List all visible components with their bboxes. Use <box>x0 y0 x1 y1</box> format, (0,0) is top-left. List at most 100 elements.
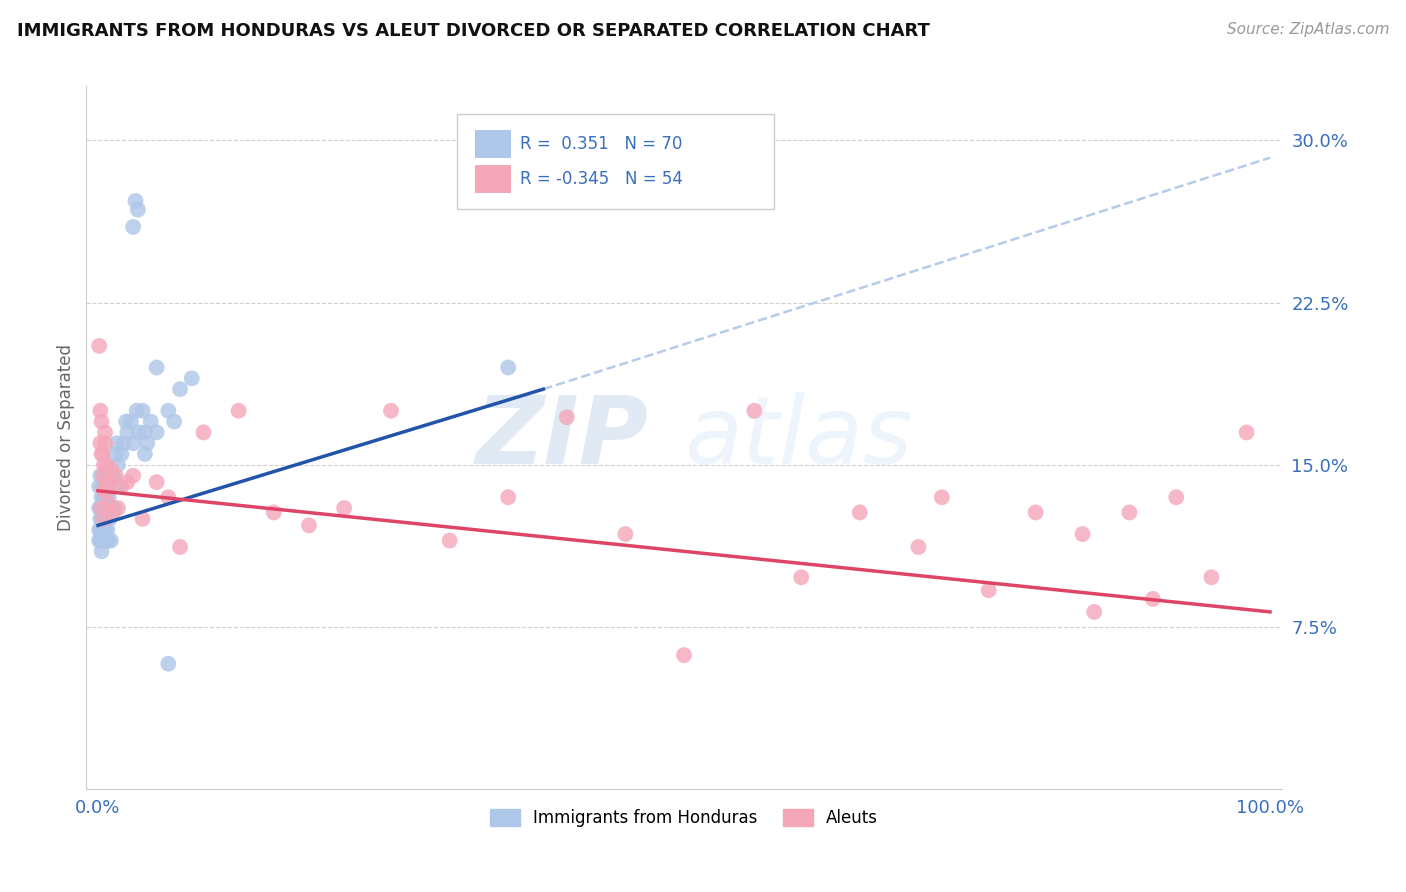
Point <box>89 533 111 548</box>
Point <box>97 490 120 504</box>
Point <box>94 523 117 537</box>
Point <box>89 403 111 417</box>
Point <box>115 415 138 429</box>
Text: IMMIGRANTS FROM HONDURAS VS ALEUT DIVORCED OR SEPARATED CORRELATION CHART: IMMIGRANTS FROM HONDURAS VS ALEUT DIVORC… <box>17 22 929 40</box>
Point <box>105 436 128 450</box>
Point <box>1142 591 1164 606</box>
Point <box>1025 505 1047 519</box>
Point <box>117 475 139 489</box>
Point <box>496 490 519 504</box>
Point <box>157 490 180 504</box>
Point <box>104 468 127 483</box>
Point <box>157 657 180 671</box>
Point <box>157 403 180 417</box>
Point <box>103 501 125 516</box>
Point <box>849 505 872 519</box>
Point <box>907 540 929 554</box>
Point <box>122 436 145 450</box>
Text: atlas: atlas <box>683 392 912 483</box>
Point <box>614 527 637 541</box>
Point <box>96 501 118 516</box>
Point <box>120 415 142 429</box>
Point <box>96 533 118 548</box>
Point <box>89 523 111 537</box>
Point <box>96 501 118 516</box>
Point <box>145 360 167 375</box>
Point <box>93 458 115 472</box>
Point <box>93 512 115 526</box>
Point <box>93 490 115 504</box>
Point <box>145 475 167 489</box>
Point <box>89 501 111 516</box>
Text: ZIP: ZIP <box>475 392 648 483</box>
Text: Source: ZipAtlas.com: Source: ZipAtlas.com <box>1226 22 1389 37</box>
Point <box>91 447 114 461</box>
Point <box>125 403 148 417</box>
Point <box>1201 570 1223 584</box>
Point <box>134 425 156 440</box>
Point <box>139 415 162 429</box>
Point <box>333 501 356 516</box>
Point <box>96 458 118 472</box>
Point <box>89 533 111 548</box>
Point <box>97 533 120 548</box>
Point <box>1083 605 1105 619</box>
Point <box>496 360 519 375</box>
Point <box>96 523 118 537</box>
Point <box>94 501 117 516</box>
Point <box>122 219 145 234</box>
Point <box>124 194 146 208</box>
Point <box>91 468 114 483</box>
Point <box>90 415 112 429</box>
Point <box>91 501 114 516</box>
Legend: Immigrants from Honduras, Aleuts: Immigrants from Honduras, Aleuts <box>484 802 884 834</box>
Point <box>169 540 191 554</box>
Point <box>193 425 215 440</box>
Point <box>90 490 112 504</box>
Point <box>100 462 122 476</box>
Point <box>100 533 122 548</box>
Point <box>90 447 112 461</box>
Point <box>101 501 124 516</box>
Point <box>298 518 321 533</box>
Point <box>94 490 117 504</box>
Point <box>128 425 150 440</box>
Point <box>89 468 111 483</box>
Point <box>93 479 115 493</box>
Point <box>672 648 695 662</box>
Point <box>89 501 111 516</box>
Point <box>98 501 121 516</box>
Point <box>180 371 202 385</box>
Point <box>91 533 114 548</box>
Point <box>131 512 153 526</box>
Point <box>122 468 145 483</box>
Point <box>90 501 112 516</box>
Point <box>112 436 135 450</box>
Point <box>136 436 159 450</box>
Point <box>163 415 186 429</box>
Point <box>1166 490 1188 504</box>
Point <box>110 447 132 461</box>
Point <box>90 544 112 558</box>
Point <box>263 505 285 519</box>
Point <box>108 479 131 493</box>
Text: R =  0.351   N = 70: R = 0.351 N = 70 <box>520 135 682 153</box>
Point <box>93 483 115 498</box>
Point <box>90 523 112 537</box>
Point <box>380 403 402 417</box>
Point <box>96 512 118 526</box>
Point <box>145 425 167 440</box>
Point <box>89 523 111 537</box>
Bar <box>475 165 510 194</box>
Point <box>107 458 129 472</box>
Point <box>104 447 127 461</box>
Point <box>91 479 114 493</box>
Point <box>96 483 118 498</box>
Point <box>790 570 813 584</box>
Point <box>1236 425 1258 440</box>
Point <box>97 497 120 511</box>
Point <box>134 447 156 461</box>
Point <box>931 490 953 504</box>
Point <box>96 475 118 489</box>
Point <box>555 410 578 425</box>
